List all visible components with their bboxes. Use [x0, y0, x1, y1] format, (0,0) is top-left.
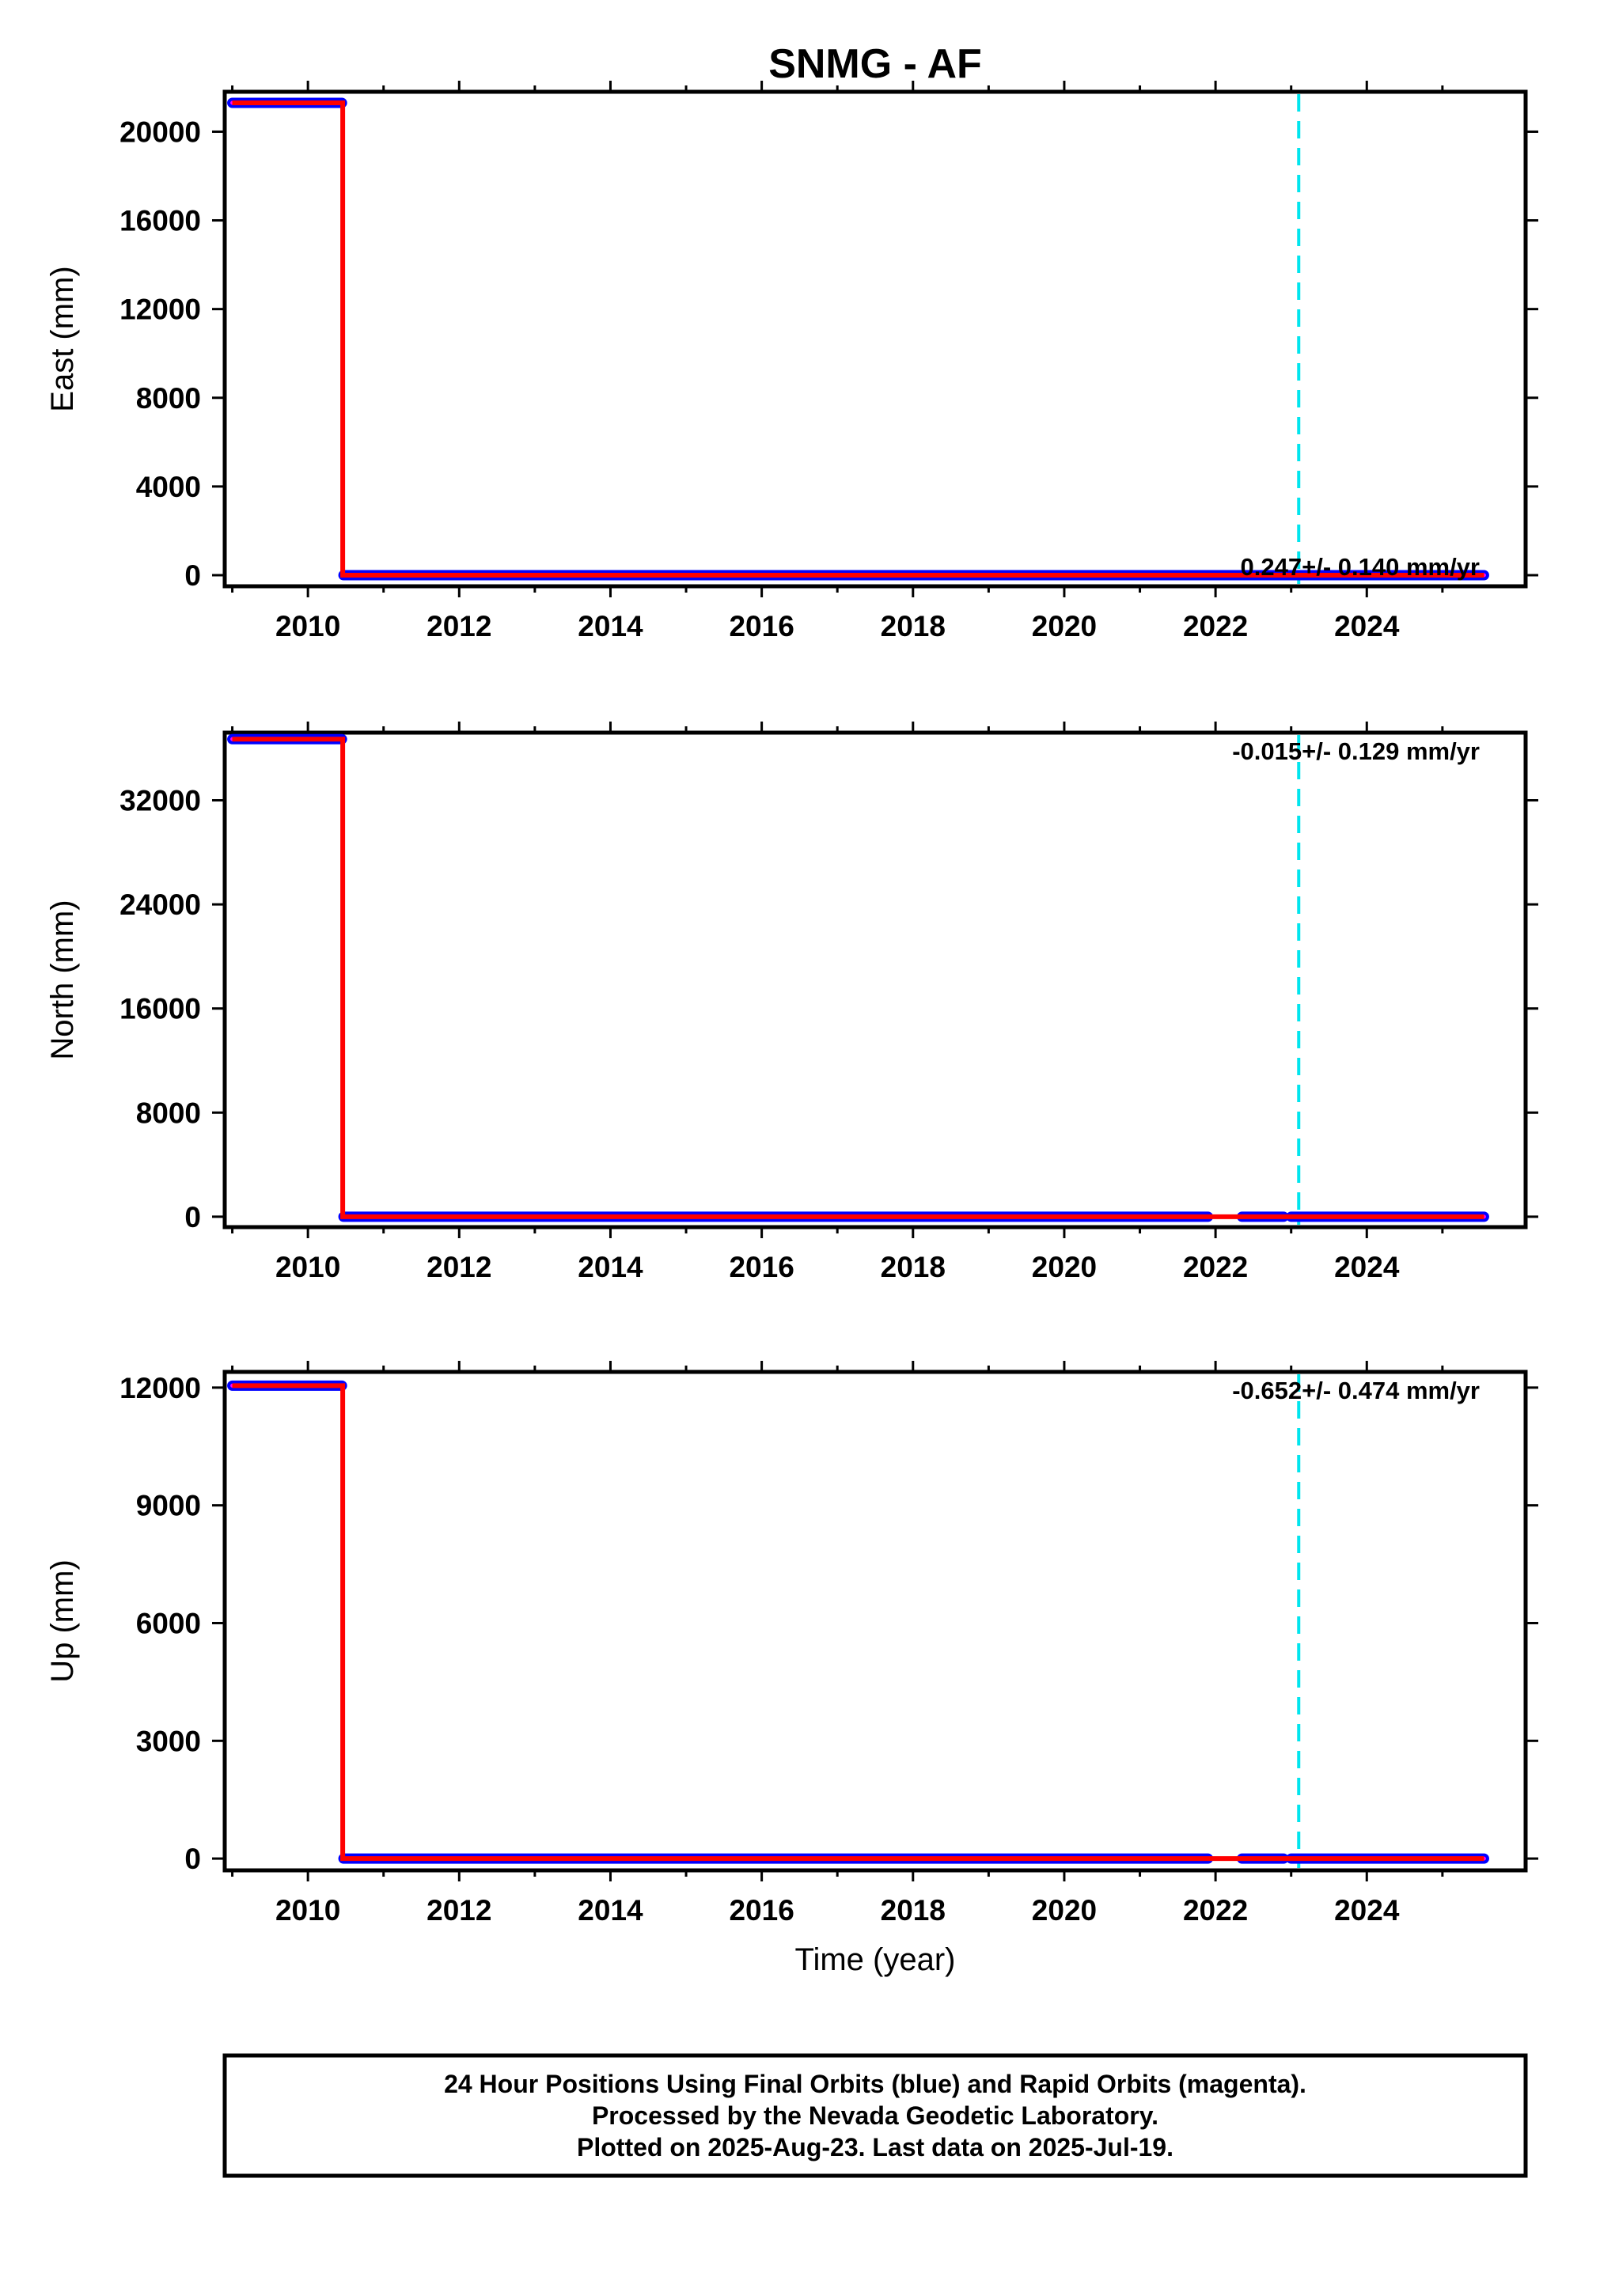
y-tick-label: 4000 — [136, 471, 201, 503]
x-tick-label: 2016 — [729, 1894, 794, 1927]
y-tick-label: 32000 — [119, 785, 201, 817]
velocity-rate-label: 0.247+/- 0.140 mm/yr — [1241, 553, 1480, 581]
x-tick-label: 2022 — [1183, 610, 1248, 642]
x-tick-label: 2018 — [881, 1894, 946, 1927]
x-tick-label: 2014 — [578, 1251, 643, 1283]
y-tick-label: 0 — [184, 559, 201, 592]
velocity-rate-label: -0.015+/- 0.129 mm/yr — [1232, 737, 1480, 765]
footer-line-1: 24 Hour Positions Using Final Orbits (bl… — [444, 2070, 1306, 2098]
x-tick-label: 2016 — [729, 610, 794, 642]
y-tick-label: 16000 — [119, 205, 201, 237]
x-tick-label: 2016 — [729, 1251, 794, 1283]
y-tick-label: 8000 — [136, 1097, 201, 1129]
x-tick-label: 2010 — [275, 1894, 340, 1927]
x-axis-label: Time (year) — [795, 1942, 956, 1977]
up-panel: 2010 2012 2014 2016 2018 2020 2022 2024 0 3000 600… — [45, 1361, 1538, 1927]
x-tick-label: 2020 — [1032, 1894, 1097, 1927]
x-tick-label: 2018 — [881, 1251, 946, 1283]
y-axis-label: North (mm) — [45, 900, 80, 1059]
plot-frame — [222, 730, 1528, 1229]
plot-frame — [222, 89, 1528, 589]
x-tick-label: 2012 — [427, 1894, 491, 1927]
y-tick-label: 24000 — [119, 888, 201, 921]
x-tick-label: 2010 — [275, 610, 340, 642]
x-tick-label: 2020 — [1032, 1251, 1097, 1283]
velocity-rate-label: -0.652+/- 0.474 mm/yr — [1232, 1377, 1480, 1404]
model-fit-line — [232, 100, 1484, 578]
y-axis-label: Up (mm) — [45, 1559, 80, 1683]
y-axis-label: East (mm) — [45, 266, 80, 411]
y-tick-label: 8000 — [136, 382, 201, 415]
x-tick-label: 2012 — [427, 610, 491, 642]
y-tick-label: 0 — [184, 1843, 201, 1875]
x-tick-label: 2014 — [578, 610, 643, 642]
y-tick-label: 16000 — [119, 993, 201, 1025]
y-tick-label: 6000 — [136, 1607, 201, 1639]
east-panel: 2010 2012 2014 2016 2018 2020 2022 2024 0 4000 800… — [45, 81, 1538, 642]
x-tick-label: 2024 — [1334, 610, 1400, 642]
footer-line-3: Plotted on 2025-Aug-23. Last data on 202… — [577, 2133, 1173, 2161]
x-tick-label: 2018 — [881, 610, 946, 642]
footer-box: 24 Hour Positions Using Final Orbits (bl… — [222, 2053, 1528, 2178]
x-tick-label: 2024 — [1334, 1894, 1400, 1927]
x-tick-label: 2012 — [427, 1251, 491, 1283]
x-tick-label: 2014 — [578, 1894, 643, 1927]
plot-frame — [222, 1370, 1528, 1873]
north-panel: 2010 2012 2014 2016 2018 2020 2022 2024 0 8000 160… — [45, 722, 1538, 1283]
y-tick-label: 12000 — [119, 294, 201, 326]
x-tick-label: 2024 — [1334, 1251, 1400, 1283]
x-tick-label: 2022 — [1183, 1251, 1248, 1283]
x-tick-label: 2020 — [1032, 610, 1097, 642]
y-tick-label: 0 — [184, 1201, 201, 1233]
x-tick-label: 2010 — [275, 1251, 340, 1283]
y-tick-label: 3000 — [136, 1725, 201, 1757]
x-tick-label: 2022 — [1183, 1894, 1248, 1927]
y-tick-label: 12000 — [119, 1372, 201, 1404]
footer-line-2: Processed by the Nevada Geodetic Laborat… — [592, 2101, 1158, 2130]
model-fit-line — [232, 1383, 1484, 1862]
y-tick-label: 20000 — [119, 116, 201, 148]
chart-title: SNMG - AF — [768, 41, 982, 87]
y-tick-label: 9000 — [136, 1490, 201, 1522]
model-fit-line — [232, 737, 1484, 1219]
